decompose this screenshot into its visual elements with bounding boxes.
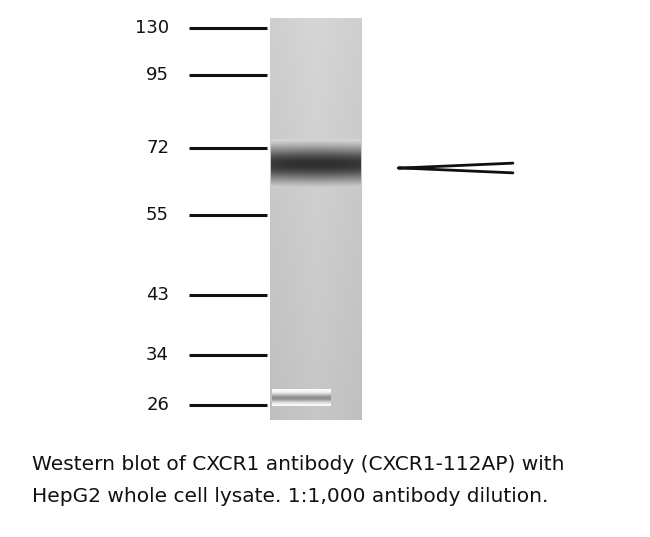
Text: HepG2 whole cell lysate. 1:1,000 antibody dilution.: HepG2 whole cell lysate. 1:1,000 antibod…	[32, 487, 549, 506]
Text: Western blot of CXCR1 antibody (CXCR1-112AP) with: Western blot of CXCR1 antibody (CXCR1-11…	[32, 455, 565, 474]
Text: 72: 72	[146, 139, 169, 157]
Text: 55: 55	[146, 206, 169, 224]
Text: 130: 130	[135, 19, 169, 37]
Text: 34: 34	[146, 346, 169, 364]
Text: 43: 43	[146, 286, 169, 304]
Text: 95: 95	[146, 66, 169, 84]
Text: 26: 26	[146, 396, 169, 414]
